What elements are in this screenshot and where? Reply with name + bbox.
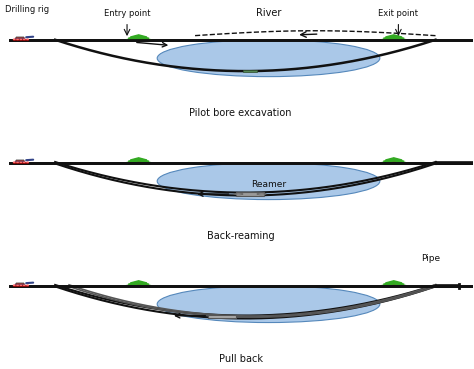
Bar (15, 284, 25, 285)
Bar (392, 162, 395, 163)
Bar (16, 37, 24, 38)
Bar (9, 3, 473, 40)
Polygon shape (130, 158, 147, 160)
Text: Pilot bore excavation: Pilot bore excavation (190, 108, 292, 118)
Bar (236, 192, 264, 196)
Bar (15, 161, 25, 162)
Bar (137, 162, 140, 163)
Bar (9, 249, 473, 286)
Bar (16, 160, 24, 161)
Polygon shape (130, 281, 147, 283)
Bar (16, 283, 24, 284)
Polygon shape (126, 160, 151, 163)
Polygon shape (385, 35, 402, 37)
Text: River: River (256, 8, 281, 18)
Ellipse shape (157, 163, 380, 200)
Bar (208, 315, 236, 318)
Polygon shape (126, 37, 151, 40)
Bar (9, 126, 473, 163)
Polygon shape (383, 36, 404, 38)
Polygon shape (130, 35, 147, 37)
Bar (15, 38, 25, 39)
Bar (392, 39, 395, 40)
Polygon shape (385, 158, 402, 160)
Text: Exit point: Exit point (378, 8, 419, 18)
Polygon shape (128, 159, 149, 161)
Circle shape (234, 193, 243, 195)
Text: Entry point: Entry point (104, 8, 150, 18)
Bar (16, 37, 24, 38)
Ellipse shape (157, 286, 380, 323)
Bar (137, 39, 140, 40)
Polygon shape (385, 281, 402, 283)
Text: Drilling rig: Drilling rig (5, 4, 49, 14)
Text: Reamer: Reamer (251, 180, 286, 189)
Bar (16, 160, 24, 161)
Bar (13, 39, 28, 40)
Text: Pull back: Pull back (219, 354, 263, 364)
Polygon shape (381, 37, 406, 40)
Ellipse shape (157, 40, 380, 77)
Polygon shape (381, 160, 406, 163)
Polygon shape (383, 159, 404, 161)
Polygon shape (381, 283, 406, 286)
Bar (13, 162, 28, 163)
Bar (243, 70, 257, 72)
Text: Back-reaming: Back-reaming (207, 231, 274, 241)
Polygon shape (128, 36, 149, 38)
Bar (13, 285, 28, 286)
Polygon shape (126, 283, 151, 286)
Polygon shape (383, 282, 404, 284)
Circle shape (257, 193, 266, 195)
Polygon shape (128, 282, 149, 284)
Text: Pipe: Pipe (421, 254, 440, 263)
